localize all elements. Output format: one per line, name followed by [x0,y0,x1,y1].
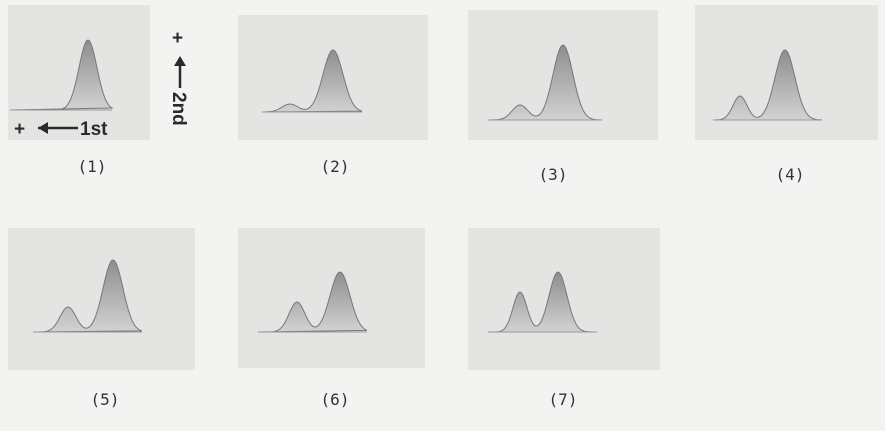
panel-label: (5) [91,390,120,409]
peak-area [488,44,603,121]
panel-label: (1) [78,157,107,176]
second-sign: + [172,28,183,49]
panel: (4) [695,5,878,184]
panel: (5) [8,228,195,409]
panel: (7) [468,228,660,409]
panel-label: (4) [776,165,805,184]
peak-area [32,259,143,333]
first-arrow-head [38,122,48,134]
direction-annotations: + 1st + 2nd [14,28,189,140]
panel: (3) [468,10,658,184]
panels: (1) (2) (3) (4) (5) (6) (7) [8,5,878,409]
peak-area [257,271,368,333]
panel-label: (3) [539,165,568,184]
first-sign: + [14,119,25,140]
peak-area [261,49,363,113]
panel-label: (2) [321,157,350,176]
first-label: 1st [80,119,108,140]
second-arrow-head [174,56,186,66]
panel: (2) [238,15,428,176]
panel: (1) [8,5,150,176]
second-label: 2nd [168,92,189,126]
peak-area [488,271,597,333]
peak-area [712,49,823,121]
panel: (6) [238,228,425,409]
panel-label: (7) [549,390,578,409]
panel-label: (6) [321,390,350,409]
